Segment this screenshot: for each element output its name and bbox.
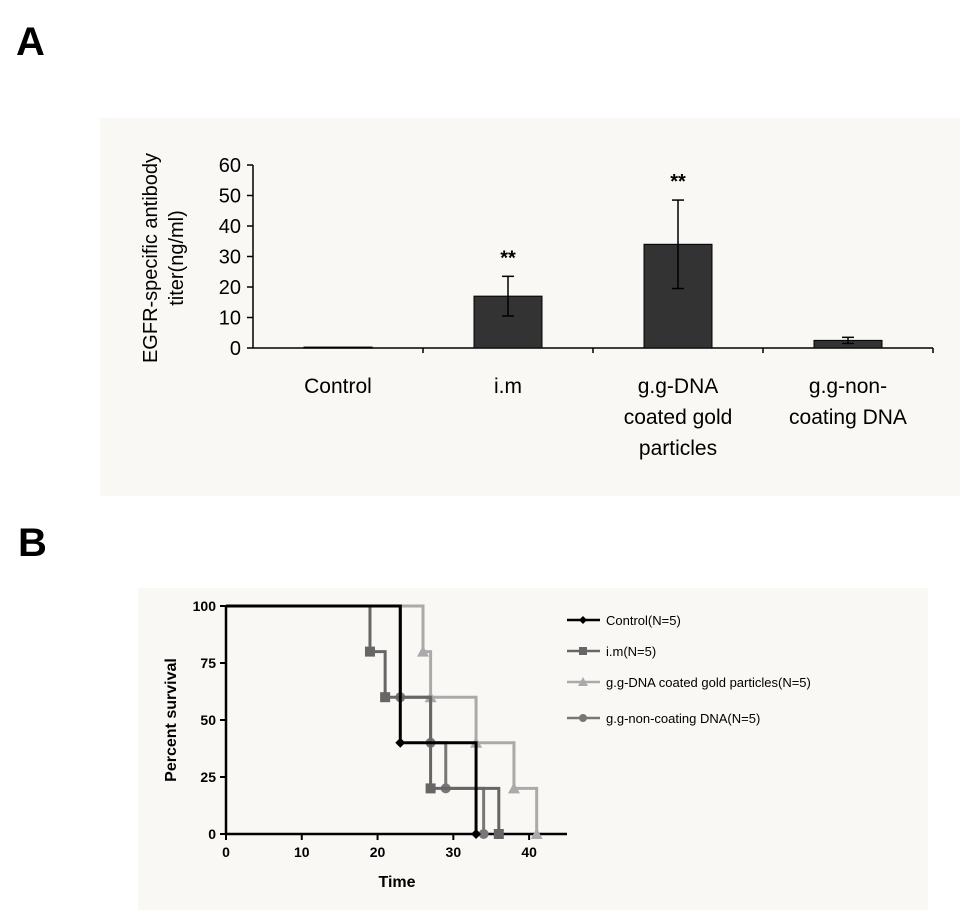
survival-line — [226, 604, 501, 834]
survival-point — [425, 783, 436, 794]
survival-point — [417, 645, 430, 657]
bar-category-label: g.g-DNA — [638, 375, 719, 398]
legend-label: g.g-DNA coated gold particles(N=5) — [606, 675, 811, 690]
survival-x-tick-label: 10 — [294, 844, 310, 860]
legend-label: Control(N=5) — [606, 613, 681, 628]
survival-point — [507, 782, 520, 794]
bar-y-tick-label: 10 — [219, 308, 241, 330]
legend-marker — [578, 677, 588, 686]
survival-x-tick-label: 30 — [446, 844, 462, 860]
bar-y-tick-label: 0 — [230, 338, 241, 360]
bar-y-tick-label: 50 — [219, 186, 241, 208]
survival-y-tick-label: 75 — [200, 655, 216, 671]
legend-label: g.g-non-coating DNA(N=5) — [606, 711, 760, 726]
bar-y-axis-label: EGFR-specific antibody — [140, 153, 162, 363]
bar-category-label: coating DNA — [789, 406, 907, 429]
survival-y-axis-label: Percent survival — [163, 658, 180, 782]
panel-a-label: A — [16, 20, 45, 64]
bar-y-tick-label: 20 — [219, 277, 241, 299]
legend-marker — [579, 647, 587, 655]
bar-category-label: g.g-non- — [809, 375, 887, 398]
legend-marker — [579, 714, 587, 722]
survival-y-tick-label: 0 — [208, 826, 216, 842]
bar-category-label: particles — [639, 437, 717, 460]
survival-point — [364, 646, 375, 657]
panel-b-label: B — [18, 521, 47, 565]
significance-marker: ** — [670, 171, 686, 193]
bar-category-label: coated gold — [624, 406, 733, 429]
survival-y-tick-label: 25 — [200, 769, 216, 785]
legend-label: i.m(N=5) — [606, 644, 656, 659]
bar-y-axis-label: titer(ng/ml) — [166, 210, 188, 306]
survival-point — [395, 737, 406, 748]
bar-category-label: i.m — [494, 375, 522, 398]
survival-line — [226, 604, 539, 834]
bar-y-tick-label: 60 — [219, 155, 241, 177]
survival-line — [226, 604, 478, 834]
survival-line — [226, 604, 486, 834]
bar-category-label: Control — [304, 375, 372, 398]
bar-y-tick-label: 30 — [219, 247, 241, 269]
bar-y-tick-label: 40 — [219, 216, 241, 238]
survival-point — [493, 829, 504, 839]
survival-y-tick-label: 100 — [193, 598, 217, 614]
survival-point — [471, 829, 482, 839]
panel-b-background — [138, 588, 928, 910]
legend-marker — [579, 616, 587, 624]
survival-x-axis-label: Time — [378, 874, 415, 891]
survival-point — [478, 829, 489, 839]
survival-x-tick-label: 0 — [222, 844, 230, 860]
bar — [303, 346, 373, 349]
survival-point — [530, 828, 543, 839]
significance-marker: ** — [500, 247, 516, 269]
survival-x-tick-label: 40 — [521, 844, 537, 860]
survival-x-tick-label: 20 — [370, 844, 386, 860]
survival-y-tick-label: 50 — [200, 712, 216, 728]
survival-point — [380, 692, 391, 703]
